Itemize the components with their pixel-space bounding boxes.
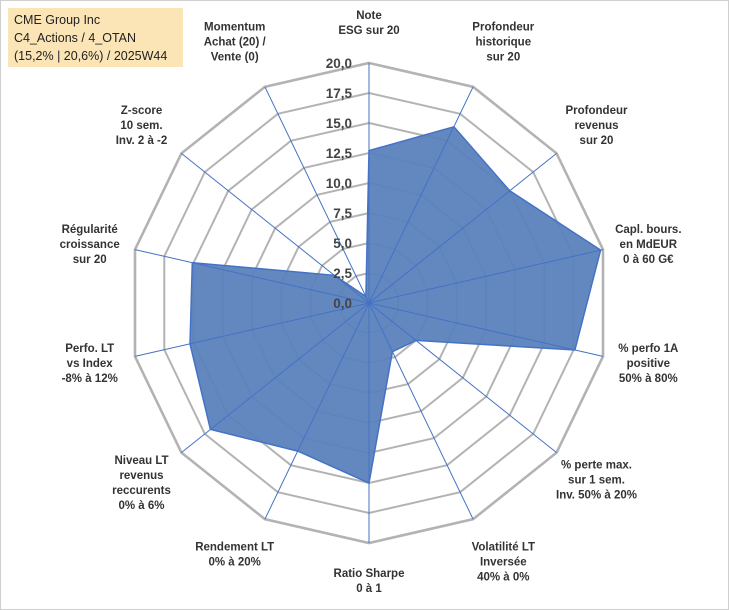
tick-label: 7,5 (333, 206, 352, 221)
axis-label: Perfo. LT vs Index -8% à 12% (62, 343, 118, 385)
tick-label: 12,5 (326, 146, 353, 161)
chart-title: CME Group Inc (14, 13, 101, 27)
chart-subtitle-stats: (15,2% | 20,6%) / 2025W44 (14, 49, 168, 63)
tick-label: 17,5 (326, 86, 353, 101)
chart-title-box: CME Group Inc C4_Actions / 4_OTAN (15,2%… (8, 8, 183, 67)
axis-label: % perte max. sur 1 sem. Inv. 50% à 20% (556, 460, 637, 502)
axis-label: Ratio Sharpe 0 à 1 (334, 568, 405, 595)
axis-spoke (368, 302, 604, 357)
series-area (189, 125, 602, 485)
axis-label: Profondeur revenus sur 20 (566, 105, 628, 147)
axis-label: % perfo 1A positive 50% à 80% (618, 343, 678, 385)
tick-labels: 0,0 2,5 5,0 7,5 10,0 12,5 15,0 17,5 20,0 (326, 56, 353, 311)
axis-spoke (134, 302, 370, 357)
tick-label: 0,0 (333, 296, 352, 311)
radar-spokes (134, 63, 604, 543)
axis-label: Momentum Achat (20) / Vente (0) (204, 22, 267, 64)
chart-subtitle-category: C4_Actions / 4_OTAN (14, 31, 137, 45)
axis-label: Régularité croissance sur 20 (60, 224, 120, 266)
axis-spoke (368, 86, 474, 304)
axis-spoke (134, 249, 370, 304)
axis-spoke (368, 153, 557, 304)
axis-spoke (368, 249, 604, 304)
tick-label: 15,0 (326, 116, 352, 131)
tick-label: 2,5 (333, 266, 352, 281)
axis-label: Niveau LT revenus reccurents 0% à 6% (112, 455, 171, 512)
tick-label: 20,0 (326, 56, 352, 71)
tick-label: 5,0 (333, 236, 352, 251)
radar-series (189, 125, 602, 485)
axis-label: Z-score 10 sem. Inv. 2 à -2 (116, 105, 168, 147)
axis-spoke (368, 302, 557, 453)
axis-label: Rendement LT 0% à 20% (195, 542, 274, 569)
axis-spoke (181, 302, 370, 453)
axis-label: Volatilité LT Inversée 40% à 0% (472, 542, 535, 584)
axis-labels: Note ESG sur 20 Profondeur historique sur 20… (60, 10, 682, 595)
axis-label: Profondeur historique sur 20 (472, 22, 534, 64)
axis-label: Note ESG sur 20 (338, 10, 399, 37)
axis-spoke (368, 302, 474, 520)
axis-label: Capl. bours. en MdEUR 0 à 60 G€ (615, 224, 681, 266)
axis-spoke (181, 153, 370, 304)
tick-label: 10,0 (326, 176, 352, 191)
axis-spoke (264, 302, 370, 520)
axis-spoke (264, 86, 370, 304)
